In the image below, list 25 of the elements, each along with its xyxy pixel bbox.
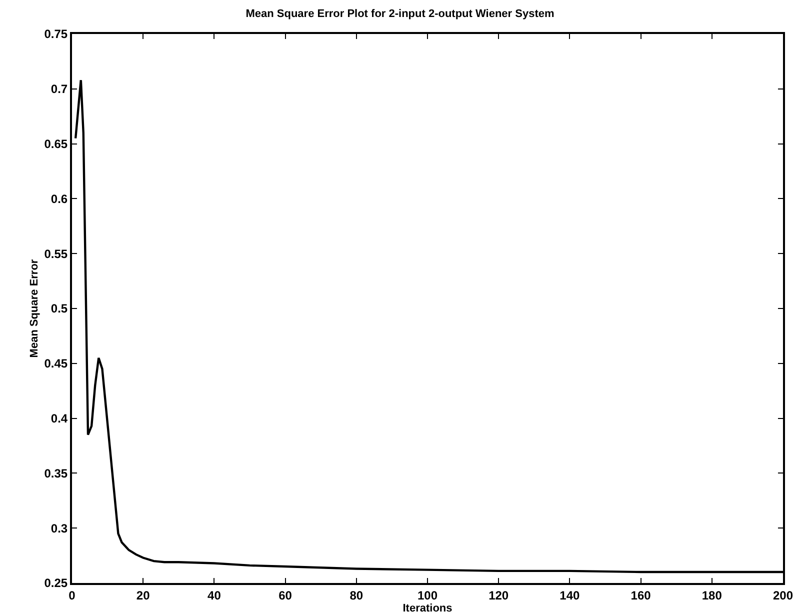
y-tick-label: 0.75 xyxy=(44,27,68,42)
x-tick-label: 140 xyxy=(560,588,580,602)
x-tick-label: 200 xyxy=(772,588,794,602)
x-tick-label: 180 xyxy=(702,588,722,602)
x-tick-label: 160 xyxy=(630,588,652,602)
y-tick-label: 0.3 xyxy=(50,521,68,536)
x-tick-label: 20 xyxy=(136,588,150,602)
y-tick-label: 0.35 xyxy=(44,466,68,480)
y-tick-label: 0.45 xyxy=(44,356,68,371)
y-tick-label: 0.55 xyxy=(44,246,68,261)
x-axis-title: Iterations xyxy=(402,602,452,614)
y-tick-label: 0.5 xyxy=(50,302,68,316)
y-tick-label: 0.4 xyxy=(50,412,68,426)
y-axis-title: Mean Square Error xyxy=(28,258,40,358)
chart-title: Mean Square Error Plot for 2-input 2-output Wiener System xyxy=(246,8,554,20)
x-tick-label: 60 xyxy=(278,588,292,602)
y-tick-label: 0.6 xyxy=(50,192,68,206)
y-tick-label: 0.7 xyxy=(50,82,68,96)
y-tick-label: 0.25 xyxy=(44,576,68,590)
x-tick-label: 100 xyxy=(417,588,438,602)
x-tick-label: 80 xyxy=(350,588,364,602)
x-tick-label: 120 xyxy=(488,588,509,602)
x-tick-label: 0 xyxy=(68,588,76,602)
x-tick-label: 40 xyxy=(208,588,222,602)
y-tick-label: 0.65 xyxy=(44,137,68,151)
